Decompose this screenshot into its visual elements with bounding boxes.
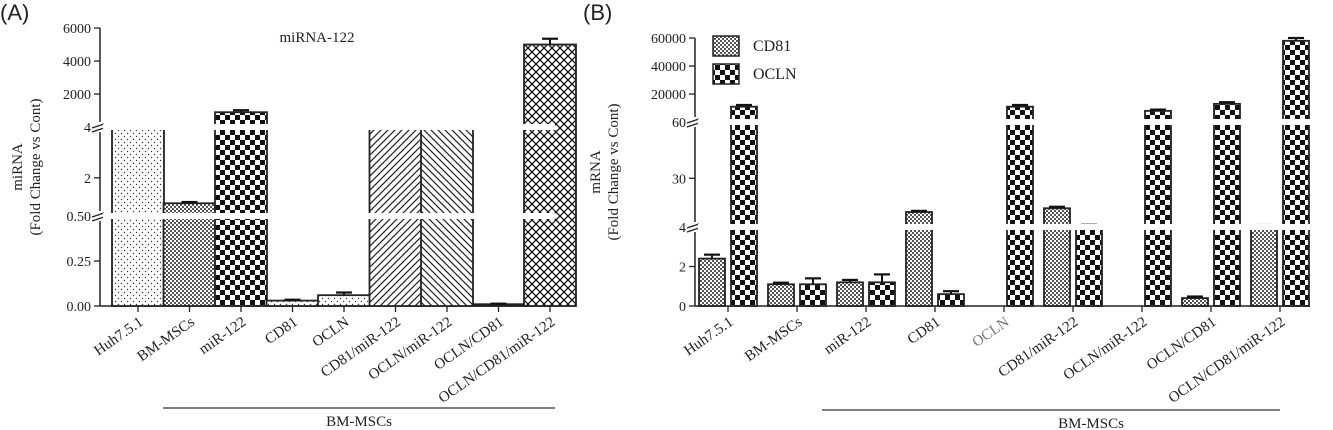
y-tick-label: 0 [679, 300, 686, 315]
error-bar [233, 109, 249, 113]
cd81-bar-ocln-cd81-mir-122 [1250, 224, 1278, 307]
axis-break-mark [91, 211, 105, 222]
ocln-bar-ocln [1006, 105, 1034, 307]
x-tick-label: OCLN [310, 314, 353, 351]
axis-break-mark [91, 122, 105, 133]
y-tick-label: 2000 [63, 88, 91, 103]
error-bar [542, 37, 558, 45]
y-tick-label: 2 [84, 172, 91, 187]
bar-mir-122 [214, 111, 268, 307]
y-axis-label: miRNA [10, 143, 26, 191]
ocln-bar-cd81 [937, 293, 965, 307]
error-bar [1012, 103, 1028, 107]
error-bar [1049, 205, 1065, 209]
y-tick-label: 4 [679, 221, 686, 236]
chart-panel-a: 0.000.250.5024200040006000Huh7.5.1BM-MSC… [10, 22, 577, 430]
legend-swatch-cd81 [712, 35, 740, 57]
break-gap [698, 224, 1310, 230]
x-tick-label: Huh7.5.1 [681, 314, 736, 359]
y-tick-label: 0.50 [67, 210, 92, 225]
x-tick-label: OCLN/CD81/miR-122 [1166, 314, 1289, 406]
cd81-bar-huh7-5-1 [698, 257, 726, 307]
axis-break-mark [686, 117, 700, 128]
ocln-bar-huh7-5-1 [730, 105, 758, 307]
error-bar [773, 281, 789, 285]
error-bar [490, 302, 507, 305]
bar-cd81 [265, 299, 320, 307]
panel-b-label: (B) [583, 0, 612, 25]
ocln-bar-ocln-cd81-mir-122 [1282, 39, 1310, 307]
ocln-bar-ocln-mir-122 [1144, 109, 1172, 307]
error-bar [943, 290, 959, 295]
x-tick-label: OCLN [970, 314, 1013, 351]
error-bar [1288, 36, 1304, 41]
break-gap [698, 119, 1310, 125]
break-gap [103, 213, 555, 219]
y-axis-label: mRNA [588, 150, 604, 194]
error-bar [704, 253, 720, 259]
group-label: BM-MSCs [1058, 416, 1124, 430]
x-tick-label: miR-122 [821, 314, 874, 358]
ocln-bar-ocln-cd81 [1213, 102, 1241, 307]
group-label: BM-MSCs [326, 414, 392, 430]
cd81-bar-cd81-mir-122 [1043, 207, 1071, 307]
cd81-bar-ocln-cd81 [1181, 297, 1209, 307]
y-tick-label: 4 [84, 121, 91, 136]
y-axis-label-sub: (Fold Change vs Cont) [28, 98, 44, 235]
y-tick-label: 30 [672, 172, 686, 187]
legend-label-ocln: OCLN [753, 66, 797, 83]
panel-a-label: (A) [0, 0, 29, 25]
error-bar [1150, 108, 1166, 111]
y-tick-label: 60000 [651, 32, 686, 47]
legend-swatch-ocln [712, 63, 740, 85]
chart-title: miRNA-122 [280, 30, 355, 46]
bar-ocln [317, 294, 371, 307]
ocln-bar-mir-122 [868, 281, 896, 307]
y-tick-label: 2 [679, 261, 686, 276]
error-bar [181, 200, 198, 204]
error-bar [336, 291, 352, 296]
error-bar [874, 273, 890, 283]
x-tick-label: CD81 [262, 314, 301, 348]
y-tick-label: 20000 [651, 88, 686, 103]
x-tick-label: BM-MSCs [742, 314, 805, 365]
y-tick-label: 60 [672, 116, 686, 131]
y-axis-label-sub: (Fold Change vs Cont) [606, 103, 622, 240]
axis-break-mark [686, 222, 700, 233]
cd81-bar-mir-122 [836, 281, 864, 307]
y-tick-label: 40000 [651, 60, 686, 75]
y-tick-label: 6000 [63, 22, 91, 37]
error-bar [1187, 295, 1203, 299]
x-tick-label: CD81 [905, 314, 944, 348]
cd81-bar-bm-mscs [767, 283, 795, 307]
error-bar [842, 278, 858, 283]
ocln-bar-bm-mscs [799, 283, 827, 307]
y-tick-label: 4000 [63, 55, 91, 70]
error-bar [1219, 101, 1235, 104]
y-tick-label: 0.25 [67, 255, 92, 270]
bar-bm-mscs [162, 202, 217, 307]
break-gap [103, 124, 555, 130]
y-tick-label: 0.00 [67, 300, 92, 315]
x-tick-label: BM-MSCs [135, 314, 198, 365]
bar-ocln-cd81-mir-122 [523, 43, 577, 307]
x-tick-label: miR-122 [196, 314, 249, 358]
ocln-bar-cd81-mir-122 [1075, 224, 1103, 307]
error-bar [911, 209, 927, 212]
error-bar [736, 103, 752, 107]
error-bar [284, 298, 301, 301]
error-bar [805, 277, 821, 285]
legend-label-cd81: CD81 [753, 38, 791, 55]
